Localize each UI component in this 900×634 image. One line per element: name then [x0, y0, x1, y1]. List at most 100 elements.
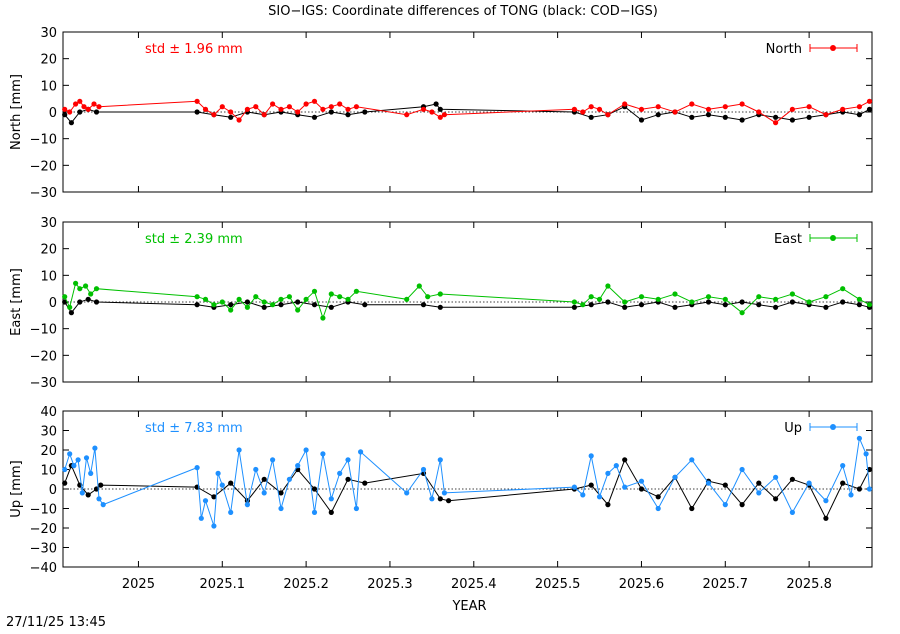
reference-point [194, 302, 200, 308]
reference-point [77, 109, 83, 115]
series-point [789, 106, 796, 112]
series-point [613, 463, 619, 469]
reference-point [588, 482, 594, 488]
series-point [278, 106, 284, 112]
series-point [705, 294, 712, 300]
series-point [655, 104, 661, 110]
series-point [605, 283, 611, 289]
series-point [416, 283, 422, 289]
series-point [588, 104, 594, 110]
series-point [638, 478, 645, 484]
series-point [228, 307, 234, 313]
series-point [100, 502, 106, 508]
x-tick-label: 2025 [122, 577, 155, 592]
y-tick-label: 30 [40, 425, 57, 440]
series-point [88, 291, 94, 297]
series-point [441, 490, 447, 496]
series-point [286, 476, 292, 482]
series-point [622, 299, 628, 305]
series-point [571, 484, 578, 490]
series-point [722, 296, 728, 302]
reference-point [194, 109, 200, 115]
series-point [580, 492, 586, 498]
series-point [244, 304, 250, 310]
series-point [261, 112, 267, 118]
series-point [672, 474, 678, 480]
series-point [840, 463, 846, 469]
y-tick-label: 20 [40, 53, 57, 68]
y-tick-label: 30 [40, 26, 57, 41]
series-point [244, 502, 250, 508]
reference-point [345, 112, 351, 118]
std-label: std ± 1.96 mm [145, 42, 243, 57]
series-point [194, 98, 200, 104]
reference-point [295, 299, 301, 305]
reference-point [823, 304, 829, 310]
reference-point [571, 304, 578, 310]
series-point [441, 112, 447, 118]
series-point [580, 109, 586, 115]
series-point [278, 296, 284, 302]
series-point [303, 296, 309, 302]
series-point [92, 445, 98, 451]
series-point [806, 480, 812, 486]
series-point [596, 494, 603, 500]
y-tick-label: 0 [49, 296, 57, 311]
reference-point [311, 114, 318, 120]
reference-point [311, 486, 318, 492]
reference-point [789, 299, 796, 305]
series-point [219, 299, 225, 305]
panels: 30 20 10 0 −10 −20 −30 North [mm] std ± 1.96 mm N… [9, 26, 873, 614]
series-point [215, 470, 221, 476]
series-point [840, 286, 846, 292]
panel-3: 40 30 20 10 0 −10 −20 −30 −40 2025 2025.1 2025.2 202… [9, 405, 873, 614]
series-point [270, 302, 276, 308]
series-point [88, 470, 94, 476]
series-point [622, 101, 628, 107]
reference-point [638, 486, 645, 492]
legend-label: North [766, 42, 802, 57]
reference-point [211, 494, 217, 500]
series-point [605, 470, 611, 476]
series-point [672, 109, 678, 115]
reference-point [62, 480, 68, 486]
reference-point [345, 476, 351, 482]
series-point [689, 457, 695, 463]
reference-point [244, 299, 250, 305]
reference-point [705, 299, 712, 305]
series-point [67, 451, 73, 457]
reference-point [739, 117, 745, 123]
legend-marker [830, 235, 836, 241]
reference-point [85, 492, 91, 498]
series-point [823, 294, 829, 300]
y-tick-label: −30 [30, 376, 57, 391]
legend-marker [830, 45, 836, 51]
reference-point [446, 498, 452, 504]
series-point [253, 104, 259, 110]
series-point [62, 466, 68, 473]
series-point [83, 283, 89, 289]
y-axis-label: Up [mm] [9, 460, 24, 517]
reference-point [722, 482, 728, 488]
series-point [345, 457, 351, 463]
series-point [67, 109, 73, 115]
series-point [202, 498, 209, 504]
series-point [345, 296, 351, 302]
reference-point [689, 505, 695, 512]
reference-point [705, 112, 712, 118]
y-tick-label: 20 [40, 243, 57, 258]
reference-point [62, 299, 68, 305]
series-point [429, 109, 435, 115]
y-axis-label: East [mm] [9, 268, 24, 336]
series-point [353, 288, 359, 294]
series-point [303, 101, 309, 107]
reference-point [588, 114, 594, 120]
reference-point [622, 304, 628, 310]
panel-2: 30 20 10 0 −10 −20 −30 East [mm] std ± 2.39 mm Ea… [9, 216, 873, 391]
series-point [311, 509, 318, 515]
series-point [722, 104, 728, 110]
reference-point [68, 120, 74, 126]
series-point [202, 296, 209, 302]
